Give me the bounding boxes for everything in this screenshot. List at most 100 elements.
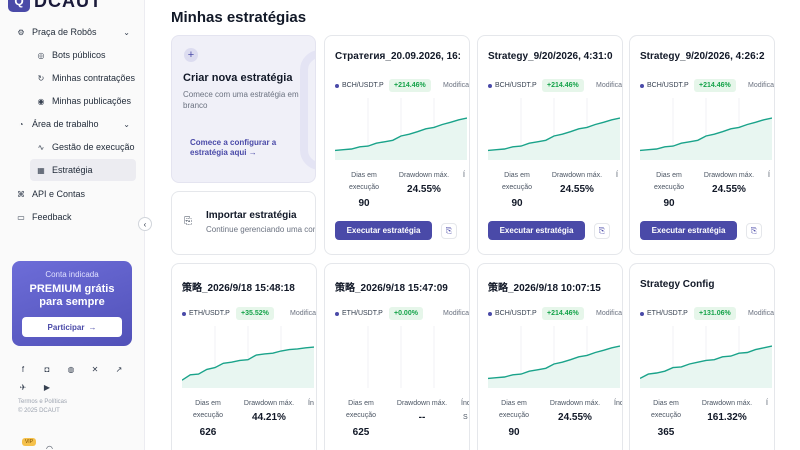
chart-icon[interactable]: ↗: [115, 364, 123, 374]
logo[interactable]: Q DCAUT: [8, 0, 102, 12]
import-strategy-card[interactable]: ⎘ Importar estratégia Continue gerencian…: [171, 191, 316, 255]
execute-strategy-button[interactable]: Executar estratégia: [640, 221, 737, 240]
pair-dot: [488, 83, 492, 88]
equity-line: [335, 117, 467, 152]
strategy-card[interactable]: 策略_2026/9/18 15:48:18 ETH/USDT.P +35.52%…: [171, 263, 317, 450]
sidebar-item-label: Gestão de execução: [52, 142, 135, 152]
strategy-name: Strategy_9/20/2026, 4:26:2: [640, 51, 765, 62]
api-icon: ⌘: [17, 189, 25, 199]
page-title: Minhas estratégias: [171, 9, 307, 26]
modified-label: Modificada: [443, 310, 470, 317]
equity-area: [488, 118, 620, 160]
equity-sparkline: [182, 326, 314, 388]
sidebar-item-5[interactable]: ∿ Gestão de execução: [30, 136, 136, 158]
youtube-icon[interactable]: ▶: [43, 382, 51, 392]
equity-area: [640, 346, 772, 388]
user-icon[interactable]: ◠: [46, 444, 53, 450]
chevron-down-icon[interactable]: ⌄: [123, 119, 130, 129]
equity-sparkline: [640, 98, 772, 160]
sidebar-item-0[interactable]: ⚙ Praça de Robôs ⌄: [10, 21, 136, 43]
robot-icon: ⚙: [17, 27, 25, 37]
document-icon[interactable]: ⎘: [746, 223, 762, 239]
equity-area: [488, 346, 620, 388]
modified-label: Modificada: [290, 310, 317, 317]
vip-badge: VIP: [22, 438, 36, 446]
equity-line: [488, 117, 620, 152]
collapse-sidebar-button[interactable]: ‹: [138, 217, 152, 231]
strategy-card[interactable]: Strategy_9/20/2026, 4:31:0 BCH/USDT.P +2…: [477, 35, 623, 255]
bot-icon: ◎: [37, 50, 45, 60]
social-links: f ◘ ◍ ✕ ↗ ✈ ▶: [18, 364, 138, 392]
sidebar-item-2[interactable]: ↻ Minhas contratações: [30, 67, 136, 89]
trading-pair: BCH/USDT.P: [488, 310, 537, 317]
grid-icon: ▦: [37, 165, 45, 175]
indicator-label: Ín: [308, 400, 314, 407]
telegram-icon[interactable]: ✈: [19, 382, 27, 392]
modified-label: Modificada: [596, 310, 623, 317]
return-badge: +131.06%: [694, 307, 736, 320]
footer: Termos e Políticas © 2025 DCAUT: [18, 398, 67, 416]
sidebar-item-label: Bots públicos: [52, 50, 106, 60]
modified-label: Modificada: [748, 310, 775, 317]
strategy-name: Strategy Config: [640, 279, 715, 290]
chevron-down-icon[interactable]: ⌄: [123, 27, 130, 37]
equity-area: [182, 347, 314, 388]
drawdown-value: 24.55%: [560, 184, 594, 195]
sidebar-item-6[interactable]: ▦ Estratégia: [30, 159, 136, 181]
drawdown-value: 44.21%: [252, 412, 286, 423]
strategy-card[interactable]: Strategy Config ETH/USDT.P +131.06% Modi…: [629, 263, 775, 450]
drawdown-value: 161.32%: [707, 412, 747, 423]
equity-line: [182, 346, 314, 381]
drawdown-value: 24.55%: [712, 184, 746, 195]
create-strategy-card[interactable]: + Criar nova estratégia Comece com uma e…: [171, 35, 316, 183]
execute-strategy-button[interactable]: Executar estratégia: [488, 221, 585, 240]
return-badge: +214.46%: [694, 79, 736, 92]
terms-link[interactable]: Termos e Políticas: [18, 399, 68, 405]
drawdown-label: Drawdown máx.: [703, 172, 755, 179]
document-icon[interactable]: ⎘: [441, 223, 457, 239]
indicator-value: S: [463, 414, 468, 421]
sidebar-item-label: API e Contas: [32, 189, 86, 199]
promo-card: Conta indicada PREMIUM grátis para sempr…: [12, 261, 132, 346]
strategy-card[interactable]: Стратегия_20.09.2026, 16: BCH/USDT.P +21…: [324, 35, 470, 255]
create-strategy-description: Comece com uma estratégia em branco: [183, 90, 299, 110]
drawdown-value: --: [418, 412, 426, 423]
facebook-icon[interactable]: f: [21, 364, 25, 374]
discord-icon[interactable]: ◍: [67, 364, 75, 374]
pair-label: BCH/USDT.P: [342, 82, 384, 89]
execute-strategy-button[interactable]: Executar estratégia: [335, 221, 432, 240]
import-strategy-description: Continue gerenciando uma configuração: [206, 225, 316, 234]
strategy-card[interactable]: 策略_2026/9/18 15:47:09 ETH/USDT.P +0.00% …: [324, 263, 470, 450]
drawdown-label: Drawdown máx.: [701, 400, 753, 407]
promo-title-line2: para sempre: [39, 296, 105, 308]
sidebar-item-8[interactable]: ▭ Feedback: [10, 206, 136, 228]
days-label: Dias em execução: [651, 400, 681, 419]
strategy-card[interactable]: 策略_2026/9/18 10:07:15 BCH/USDT.P +214.46…: [477, 263, 623, 450]
create-strategy-title: Criar nova estratégia: [183, 72, 293, 84]
equity-area: [335, 118, 467, 160]
pair-dot: [182, 311, 186, 316]
document-icon[interactable]: ⎘: [594, 223, 610, 239]
modified-label: Modificada: [748, 82, 775, 89]
strategy-card[interactable]: Strategy_9/20/2026, 4:26:2 BCH/USDT.P +2…: [629, 35, 775, 255]
x-icon[interactable]: ✕: [91, 364, 99, 374]
activity-icon: ∿: [37, 142, 45, 152]
modified-label: Modificada: [596, 82, 623, 89]
drawdown-label: Drawdown máx.: [243, 400, 295, 407]
sidebar-item-1[interactable]: ◎ Bots públicos: [30, 44, 136, 66]
strategy-name: Strategy_9/20/2026, 4:31:0: [488, 51, 613, 62]
sidebar-item-4[interactable]: ◔ Área de trabalho ⌄: [10, 113, 136, 135]
pair-dot: [640, 311, 644, 316]
days-value: 90: [508, 427, 520, 438]
strategy-name: 策略_2026/9/18 15:48:18: [182, 283, 295, 294]
feedback-icon: ▭: [17, 212, 25, 222]
sidebar-item-7[interactable]: ⌘ API e Contas: [10, 183, 136, 205]
equity-line: [488, 345, 620, 380]
pair-label: BCH/USDT.P: [647, 82, 689, 89]
sidebar-item-3[interactable]: ◉ Minhas publicações: [30, 90, 136, 112]
instagram-icon[interactable]: ◘: [44, 364, 50, 374]
equity-sparkline: [367, 326, 435, 388]
create-strategy-link[interactable]: Comece a configurar a estratégia aqui →: [190, 138, 277, 157]
trading-pair: ETH/USDT.P: [182, 310, 230, 317]
join-button[interactable]: Participar →: [22, 317, 122, 337]
